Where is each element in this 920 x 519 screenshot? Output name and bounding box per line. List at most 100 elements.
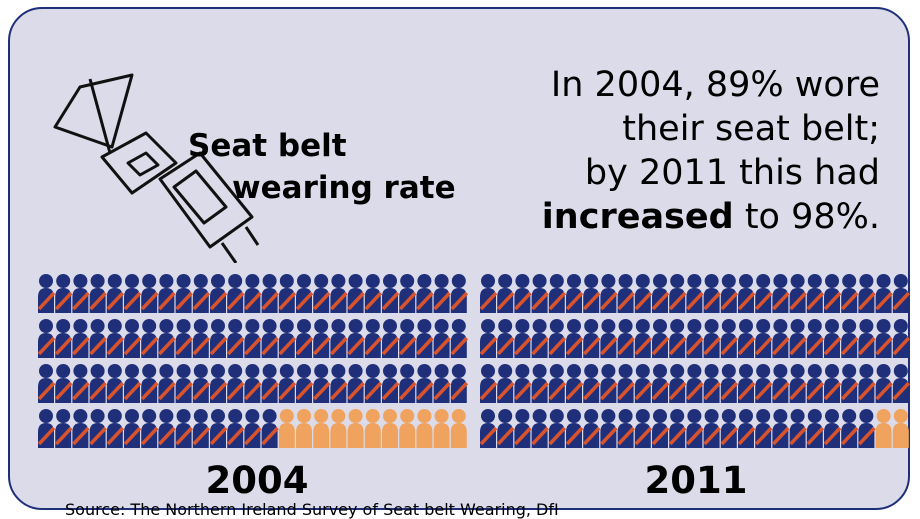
headline-line1: Seat belt: [188, 128, 347, 164]
person-belted-icon: [548, 274, 567, 313]
person-belted-icon: [450, 274, 469, 313]
person-unbelted-icon: [278, 409, 295, 448]
person-belted-icon: [364, 364, 383, 403]
person-belted-icon: [858, 364, 876, 403]
person-belted-icon: [479, 409, 498, 448]
person-belted-icon: [582, 319, 601, 358]
summary-line2: their seat belt;: [622, 109, 880, 149]
year-label-2011: 2011: [644, 459, 748, 502]
person-belted-icon: [158, 274, 176, 313]
person-unbelted-icon: [296, 409, 312, 448]
person-belted-icon: [840, 364, 859, 403]
person-belted-icon: [261, 409, 279, 448]
summary-line1: In 2004, 89% wore: [550, 65, 880, 105]
person-belted-icon: [347, 364, 365, 403]
summary-line4: increased to 98%.: [542, 195, 880, 239]
person-belted-icon: [565, 274, 584, 313]
person-belted-icon: [312, 319, 331, 358]
person-belted-icon: [600, 319, 618, 358]
person-belted-icon: [806, 319, 825, 358]
person-belted-icon: [668, 364, 687, 403]
person-belted-icon: [479, 364, 498, 403]
person-belted-icon: [54, 274, 73, 313]
person-belted-icon: [686, 364, 704, 403]
person-belted-icon: [686, 319, 704, 358]
person-belted-icon: [226, 409, 245, 448]
person-belted-icon: [226, 319, 245, 358]
summary-emphasis: increased: [541, 197, 734, 237]
person-belted-icon: [514, 274, 532, 313]
person-belted-icon: [720, 319, 739, 358]
person-belted-icon: [54, 409, 73, 448]
person-belted-icon: [496, 409, 515, 448]
person-belted-icon: [531, 274, 549, 313]
person-belted-icon: [634, 364, 653, 403]
person-belted-icon: [600, 274, 618, 313]
person-belted-icon: [754, 364, 773, 403]
person-belted-icon: [737, 274, 756, 313]
people-grid-2011: [479, 271, 911, 451]
person-belted-icon: [668, 274, 687, 313]
person-belted-icon: [261, 364, 279, 403]
person-belted-icon: [651, 364, 670, 403]
person-belted-icon: [772, 319, 790, 358]
person-belted-icon: [175, 319, 193, 358]
person-belted-icon: [158, 319, 176, 358]
person-belted-icon: [840, 274, 859, 313]
person-unbelted-icon: [875, 409, 892, 448]
person-belted-icon: [686, 409, 704, 448]
person-belted-icon: [175, 364, 193, 403]
person-belted-icon: [565, 319, 584, 358]
person-belted-icon: [892, 319, 911, 358]
person-belted-icon: [772, 409, 790, 448]
person-belted-icon: [548, 364, 567, 403]
person-belted-icon: [416, 319, 434, 358]
person-belted-icon: [312, 364, 331, 403]
person-belted-icon: [600, 364, 618, 403]
seat-belt-buckle-icon: [53, 73, 260, 263]
person-belted-icon: [158, 364, 176, 403]
person-belted-icon: [140, 319, 159, 358]
person-belted-icon: [37, 409, 56, 448]
person-belted-icon: [278, 319, 297, 358]
person-belted-icon: [806, 364, 825, 403]
person-belted-icon: [823, 274, 842, 313]
person-belted-icon: [806, 274, 825, 313]
person-belted-icon: [106, 364, 125, 403]
person-belted-icon: [209, 364, 228, 403]
person-belted-icon: [875, 319, 893, 358]
person-belted-icon: [89, 409, 107, 448]
person-belted-icon: [192, 319, 211, 358]
person-belted-icon: [840, 319, 859, 358]
person-belted-icon: [565, 409, 584, 448]
person-belted-icon: [209, 319, 228, 358]
person-belted-icon: [450, 319, 469, 358]
person-belted-icon: [496, 364, 515, 403]
person-belted-icon: [244, 319, 262, 358]
person-belted-icon: [858, 274, 876, 313]
infographic-panel: Seat belt wearing rate In 2004, 89% wore…: [8, 7, 911, 519]
person-belted-icon: [737, 409, 756, 448]
person-belted-icon: [582, 364, 601, 403]
person-belted-icon: [703, 319, 721, 358]
person-belted-icon: [209, 409, 228, 448]
person-belted-icon: [398, 319, 417, 358]
person-belted-icon: [37, 274, 56, 313]
headline-line2: wearing rate: [232, 170, 456, 206]
person-belted-icon: [531, 319, 549, 358]
person-belted-icon: [875, 364, 893, 403]
person-belted-icon: [703, 364, 721, 403]
person-unbelted-icon: [399, 409, 416, 448]
person-belted-icon: [496, 319, 515, 358]
person-belted-icon: [823, 319, 842, 358]
person-belted-icon: [364, 274, 383, 313]
person-belted-icon: [433, 274, 451, 313]
person-belted-icon: [123, 274, 142, 313]
person-belted-icon: [192, 274, 211, 313]
person-belted-icon: [347, 274, 365, 313]
summary-line4-rest: to 98%.: [733, 197, 880, 237]
person-belted-icon: [54, 364, 73, 403]
person-belted-icon: [72, 409, 90, 448]
person-belted-icon: [582, 274, 601, 313]
person-belted-icon: [789, 364, 807, 403]
